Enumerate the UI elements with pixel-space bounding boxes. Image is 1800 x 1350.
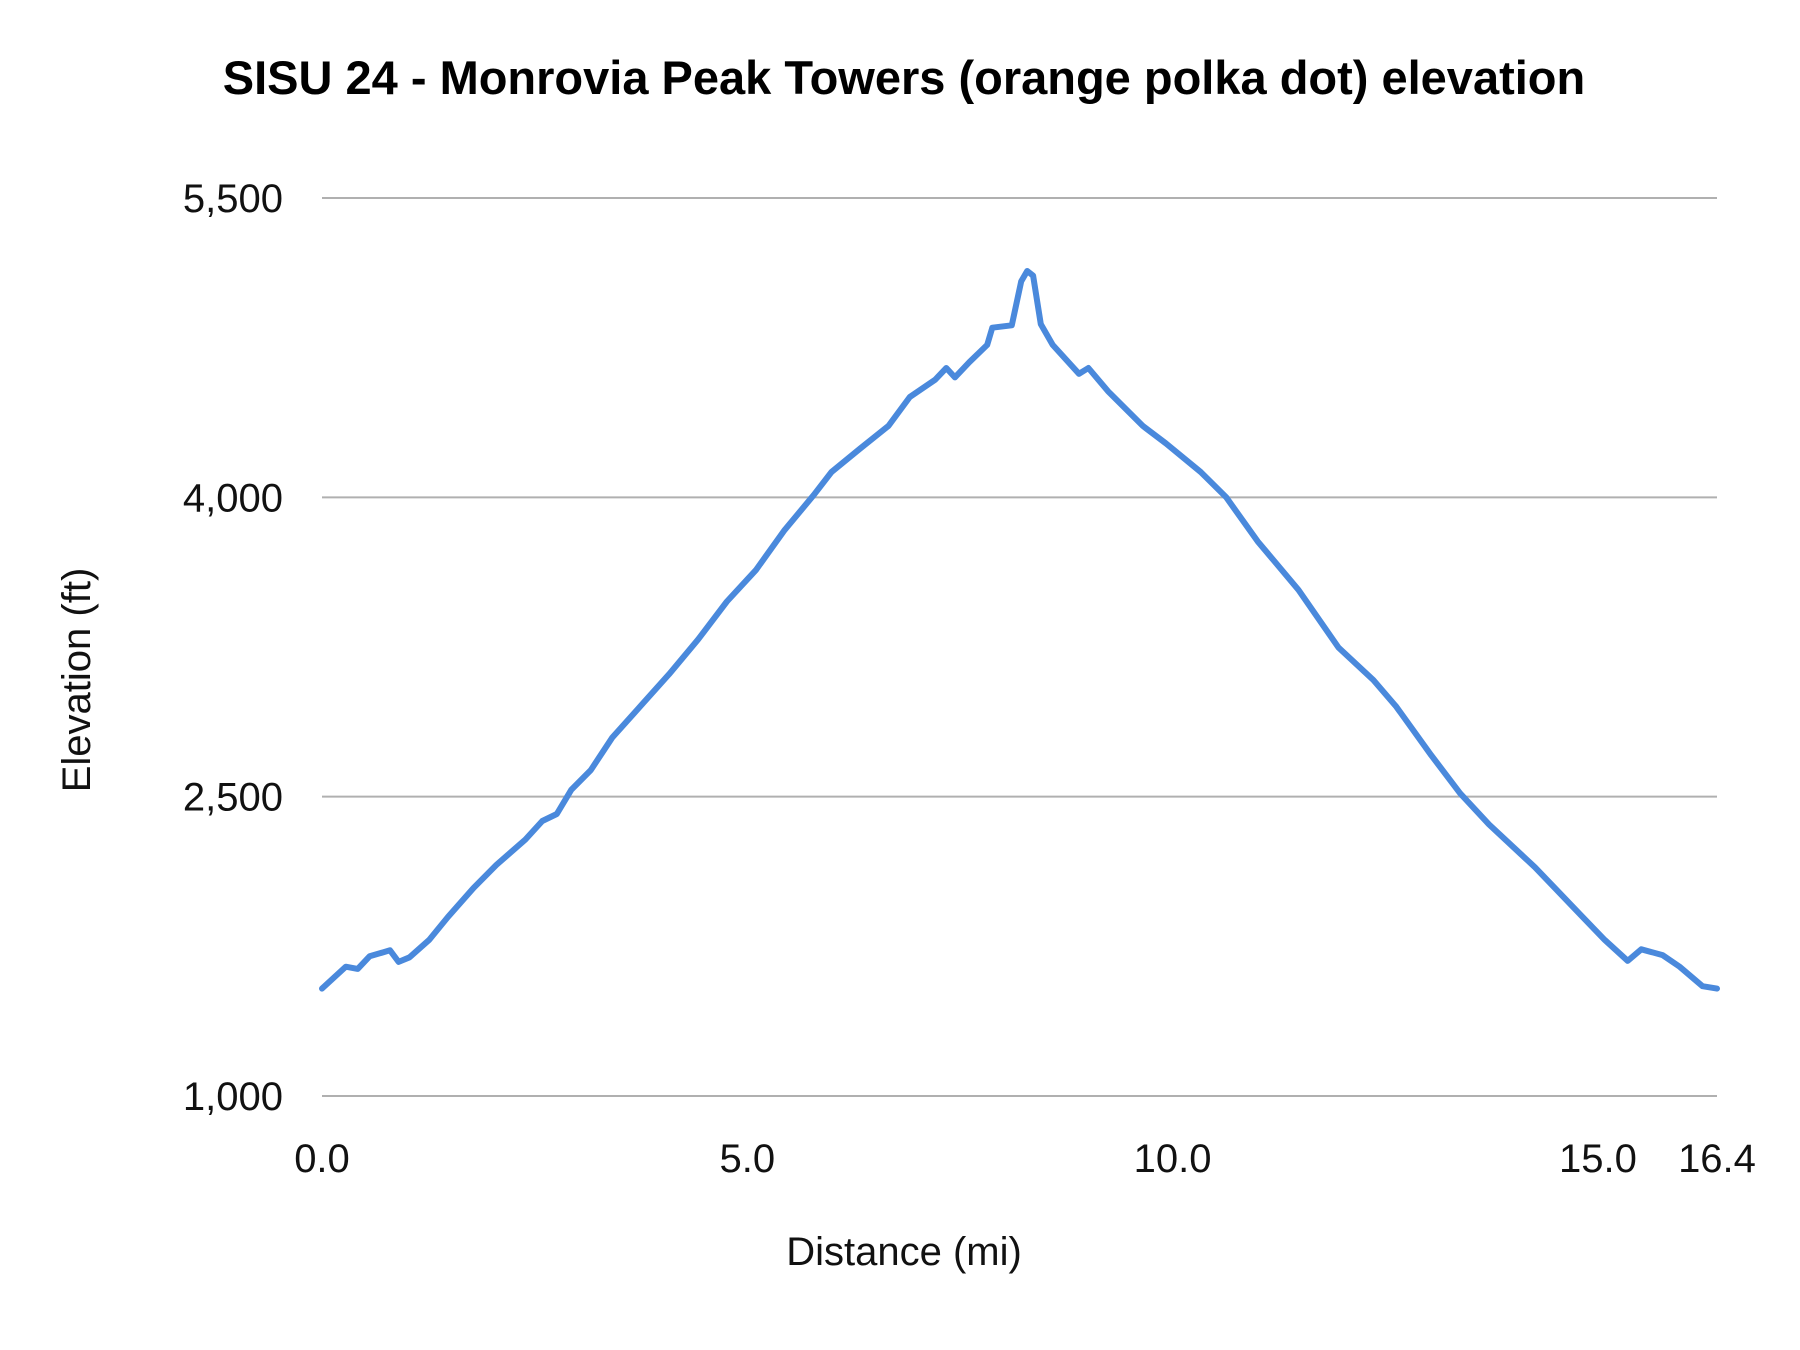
y-tick-label: 5,500 xyxy=(183,177,283,221)
y-tick-label: 4,000 xyxy=(183,476,283,520)
gridlines xyxy=(322,197,1717,1097)
x-tick-label: 5.0 xyxy=(720,1137,776,1181)
chart-title: SISU 24 - Monrovia Peak Towers (orange p… xyxy=(223,51,1585,104)
y-tick-label: 1,000 xyxy=(183,1075,283,1119)
elevation-series-line xyxy=(319,268,1720,992)
y-axis-ticks: 1,000 2,500 4,000 5,500 xyxy=(183,177,283,1119)
y-tick-label: 2,500 xyxy=(183,776,283,820)
x-tick-label: 15.0 xyxy=(1559,1137,1637,1181)
y-axis-label: Elevation (ft) xyxy=(55,568,99,793)
x-axis-ticks: 0.0 5.0 10.0 15.0 16.4 xyxy=(294,1137,1756,1181)
x-tick-label: 10.0 xyxy=(1134,1137,1212,1181)
x-tick-label: 0.0 xyxy=(294,1137,350,1181)
x-tick-label: 16.4 xyxy=(1678,1137,1756,1181)
x-axis-label: Distance (mi) xyxy=(786,1230,1022,1274)
